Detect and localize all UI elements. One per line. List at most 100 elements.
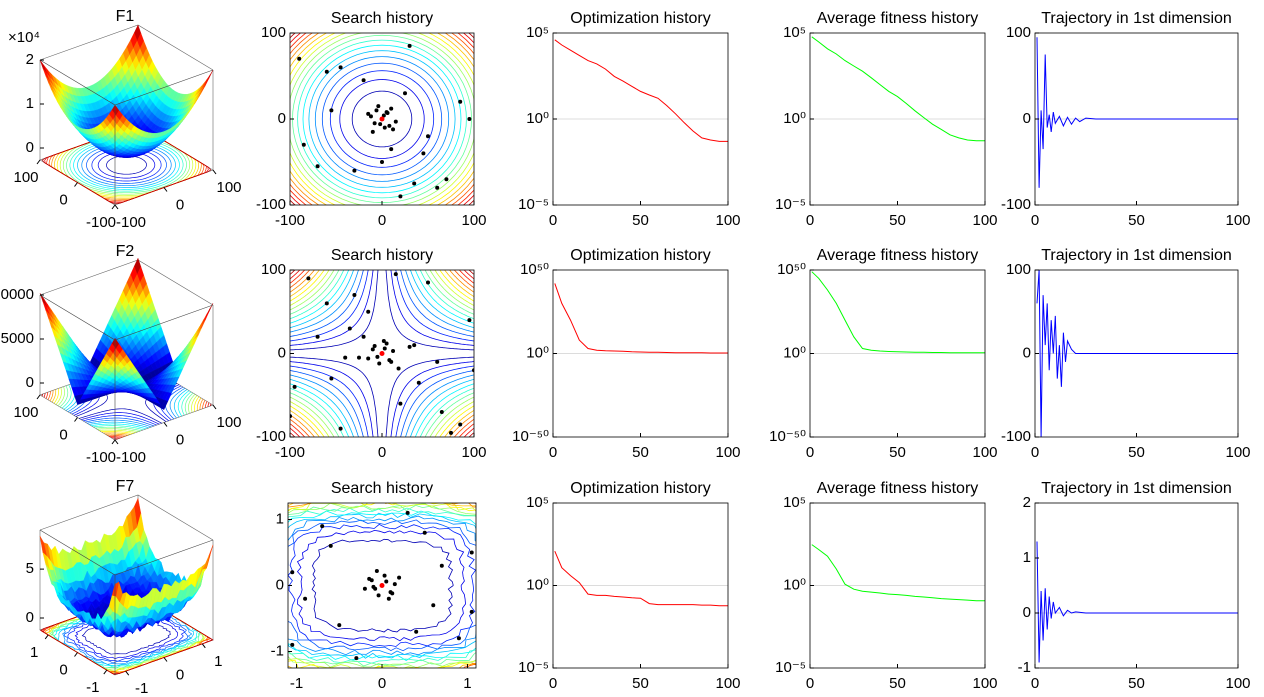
point (367, 576, 372, 581)
floor-contour (93, 425, 144, 431)
contour-line (429, 270, 474, 311)
point (366, 309, 371, 314)
contour-line (395, 270, 474, 342)
floor-contour (196, 397, 202, 411)
y-tick-label: 10⁵ (783, 24, 806, 41)
point (368, 114, 373, 119)
plot-content (1035, 270, 1238, 437)
contour-line (288, 503, 476, 668)
point (357, 355, 361, 360)
contour-line (321, 62, 443, 176)
point (382, 346, 387, 351)
floor-contour (53, 388, 59, 404)
floor-contour (51, 389, 57, 403)
point (439, 563, 444, 568)
y-tick (111, 204, 116, 210)
contour-line (434, 270, 474, 306)
point (361, 78, 366, 83)
point (381, 338, 386, 343)
x-tick (114, 439, 119, 445)
contour-line (444, 410, 474, 437)
surface-patch (111, 337, 120, 349)
y-tick-label: 10⁻⁵ (518, 659, 549, 676)
floor-contour (107, 434, 126, 437)
point (469, 550, 474, 555)
contour-line (468, 270, 474, 275)
contour-line (410, 378, 474, 437)
x-tick-label: 0 (1031, 444, 1039, 461)
chart-title: F2 (116, 243, 135, 260)
y-tick-label: 100 (1006, 24, 1031, 41)
x-tick-label: 0 (806, 675, 814, 692)
x-tick-label: 100 (1225, 675, 1250, 692)
point (370, 129, 375, 134)
point (458, 99, 463, 104)
point (380, 160, 384, 164)
floor-contour (169, 387, 186, 419)
contour-line (288, 515, 476, 656)
plot-area (1035, 503, 1238, 668)
x-tick-label: 0 (806, 212, 814, 229)
x-tick-label: 100 (715, 675, 740, 692)
contour-line (290, 270, 374, 346)
point (384, 341, 389, 346)
floor-contour (80, 412, 160, 425)
box-edge (39, 294, 214, 341)
point (324, 69, 329, 74)
y-tick-label: 10⁵⁰ (777, 261, 806, 278)
floor-contour (89, 421, 150, 429)
y-tick (36, 159, 41, 165)
point (361, 334, 366, 339)
x-tick (163, 187, 168, 192)
contour-line (290, 270, 359, 333)
x-tick-label: 100 (1225, 444, 1250, 461)
point (386, 596, 391, 601)
x-tick-label: 50 (1128, 212, 1145, 229)
floor-contour (105, 433, 128, 436)
contour-line (290, 270, 350, 324)
point (467, 318, 472, 323)
y-tick-label: 10⁵ (526, 494, 549, 511)
y-tick-label: 10⁵ (526, 24, 549, 41)
x-tick (212, 404, 217, 410)
contour-line (297, 39, 467, 199)
x-tick-label: 1 (463, 675, 471, 692)
x-tick-label: 100 (715, 444, 740, 461)
point (382, 125, 387, 130)
y-tick-label: -100 (86, 214, 116, 231)
surface-patch (198, 319, 206, 332)
contour-line (290, 270, 335, 311)
floor-contour (199, 398, 204, 410)
y-tick-label: 100 (261, 24, 286, 41)
point (338, 426, 343, 431)
contour-line (290, 427, 301, 437)
point (374, 108, 379, 113)
contour-line (311, 538, 454, 633)
chart-title: Trajectory in 1st dimension (1041, 247, 1232, 264)
point (412, 181, 417, 186)
floor-contour (41, 393, 43, 397)
line (1036, 37, 1238, 188)
x-tick (163, 422, 168, 427)
y-tick (44, 634, 49, 640)
y-tick (36, 394, 41, 400)
x-tick (114, 204, 119, 210)
x-tick-label: 100 (1225, 212, 1250, 229)
y-tick-label: -100 (1001, 196, 1031, 213)
point (389, 106, 394, 111)
contour-line (454, 270, 474, 289)
x-tick-label: 100 (972, 675, 997, 692)
floor-contour (191, 395, 198, 413)
point (372, 343, 377, 348)
point (444, 177, 449, 182)
contour-line (290, 270, 305, 284)
floor-contour (85, 417, 155, 427)
plot-content (290, 33, 474, 205)
y-tick-label: 10⁻⁵⁰ (769, 428, 806, 445)
floor-contour (204, 401, 208, 408)
x-tick-label: 100 (972, 444, 997, 461)
line (811, 544, 985, 602)
y-tick-label: 100 (261, 261, 286, 278)
contour-line (288, 503, 476, 668)
